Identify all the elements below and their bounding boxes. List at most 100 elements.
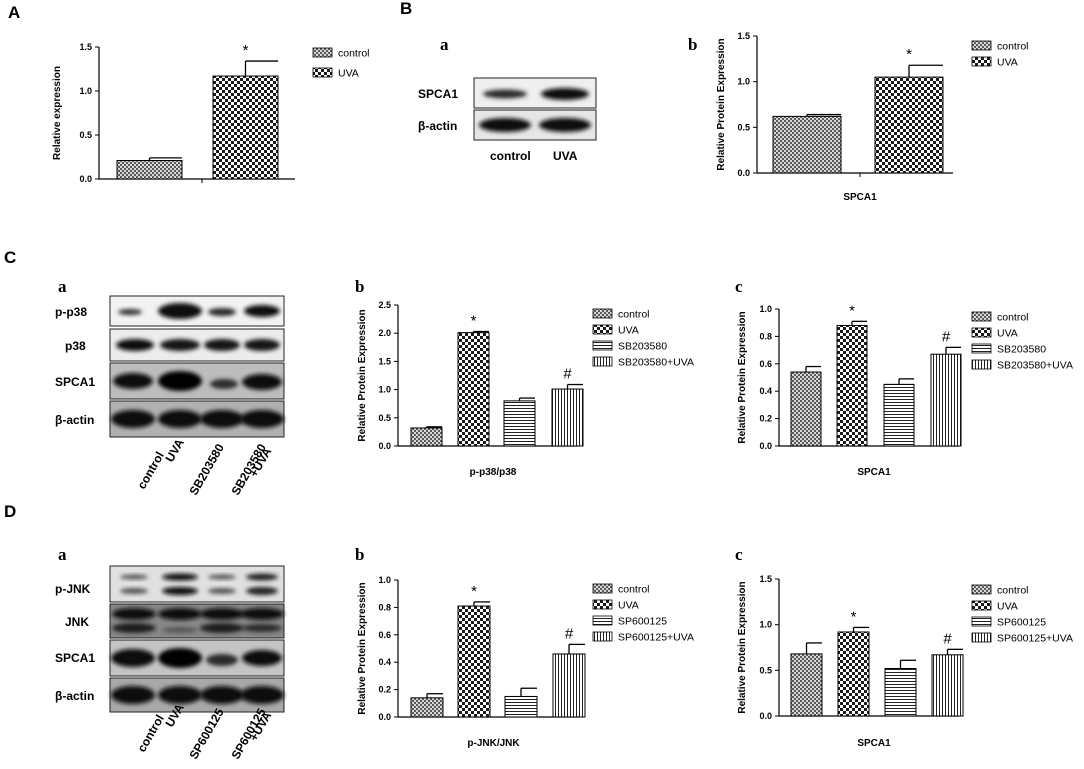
blot-C-row-label: p38 [65,339,86,353]
blot-C-lane-label: UVA [162,436,187,464]
y-axis-label: Relative Protein Expression [716,38,727,170]
x-axis-label: p-p38/p38 [470,467,517,478]
significance-mark: * [906,46,912,63]
y-tick-label: 0.8 [759,331,772,341]
western-blot-C: p-p38 p38 SPCA1 β-actin control UVA SB20… [55,295,285,498]
y-tick-label: 0.0 [79,174,92,184]
legend-swatch [971,584,992,595]
legend-label: control [338,48,370,60]
y-tick-label: 0.0 [759,441,772,451]
y-tick-label: 0.0 [737,168,750,178]
legend-swatch [592,599,613,610]
blot-C-row-label: β-actin [55,413,94,427]
legend-label: SB203580 [997,344,1046,356]
legend-swatch [971,632,992,643]
y-tick-label: 0.0 [759,711,772,721]
y-tick-label: 0.2 [759,414,772,424]
legend-swatch [971,311,992,322]
blot-C-lane-label: control [134,449,166,491]
bar [884,668,917,717]
legend-swatch [592,308,613,319]
bar-chart-Cc: 0.0 0.2 0.4 0.6 0.8 1.0 Relative Protein Expre… [737,302,1073,478]
panel-letter-D: D [4,502,16,521]
y-tick-label: 1.0 [378,575,391,585]
legend-label: UVA [997,328,1018,340]
y-tick-label: 0.4 [759,386,772,396]
bar [551,388,584,447]
legend-swatch [592,615,613,626]
legend-swatch [971,56,992,67]
blot-D-lane-label: SP600125 [186,706,226,762]
significance-mark: # [563,366,572,383]
x-axis-label: SPCA1 [857,738,891,749]
sub-letter-Cc: c [735,277,743,296]
legend-label: control [997,41,1029,53]
y-tick-label: 0.5 [378,413,391,423]
bar [930,353,962,447]
sub-letter-Db: b [355,545,364,564]
panel-letter-A: A [8,3,20,22]
bar [457,332,490,447]
y-tick-label: 1.0 [759,620,772,630]
bar [790,371,822,447]
y-axis-label: Relative Protein Expression [357,309,368,441]
y-tick-label: 0.4 [378,657,391,667]
sub-letter-Da: a [58,545,67,564]
legend-label: SB203580 [618,341,667,353]
y-tick-label: 1.5 [737,31,750,41]
legend-swatch [971,327,992,338]
legend-swatch [971,600,992,611]
legend-label: SB203580+UVA [997,360,1073,372]
y-axis-label: Relative Protein Expression [357,582,368,714]
legend-swatch [971,359,992,370]
y-tick-label: 1.5 [79,42,92,52]
sub-letter-Ca: a [58,277,67,296]
y-tick-label: 1.5 [378,356,391,366]
y-tick-label: 0.5 [759,665,772,675]
blot-D-row-label: p-JNK [55,582,91,596]
panel-letter-C: C [4,248,16,267]
y-tick-label: 0.6 [378,630,391,640]
legend-swatch [592,631,613,642]
blot-B-lane-label: control [490,149,531,163]
y-tick-label: 1.0 [378,385,391,395]
legend-label: UVA [618,600,639,612]
blot-B-lane-label: UVA [553,149,578,163]
significance-mark: # [943,630,952,647]
blot-C-row-label: p-p38 [55,305,87,319]
significance-mark: # [942,328,951,345]
y-tick-label: 0.5 [737,122,750,132]
y-tick-label: 2.0 [378,328,391,338]
legend-label: SP600125+UVA [997,633,1073,645]
bar-chart-Dc: 0.0 0.5 1.0 1.5 Relative Protein Expression S… [737,574,1073,749]
y-tick-label: 0.2 [378,685,391,695]
legend-swatch [592,583,613,594]
bar-chart-Bb: 0.0 0.5 1.0 1.5 Relative Protein Expression S… [716,31,1029,203]
significance-mark: * [243,42,249,59]
bar [790,653,823,717]
significance-mark: * [849,302,855,319]
legend-label: UVA [338,68,359,80]
y-tick-label: 1.5 [759,574,772,584]
y-tick-label: 1.0 [79,86,92,96]
y-tick-label: 1.0 [737,77,750,87]
y-axis-label: Relative Protein Expression [737,311,748,443]
blot-B-row-label: β-actin [418,119,457,133]
bar [410,697,444,718]
legend-swatch [971,40,992,51]
legend-swatch [971,616,992,627]
legend-swatch [592,340,613,351]
legend-swatch [592,356,613,367]
legend-label: control [618,309,650,321]
bar [772,115,842,174]
blot-D-row-label: JNK [65,615,89,629]
legend-label: control [997,585,1029,597]
blot-D-row-label: SPCA1 [55,651,95,665]
bar-chart-Cb: 0.0 0.5 1.0 1.5 2.0 2.5 Relative Protein Expre… [357,300,694,478]
legend-label: SP600125+UVA [618,632,694,644]
bar [931,654,964,717]
sub-letter-Ba: a [440,35,449,54]
legend-label: UVA [997,57,1018,69]
bar [883,383,915,447]
bar [116,160,183,180]
